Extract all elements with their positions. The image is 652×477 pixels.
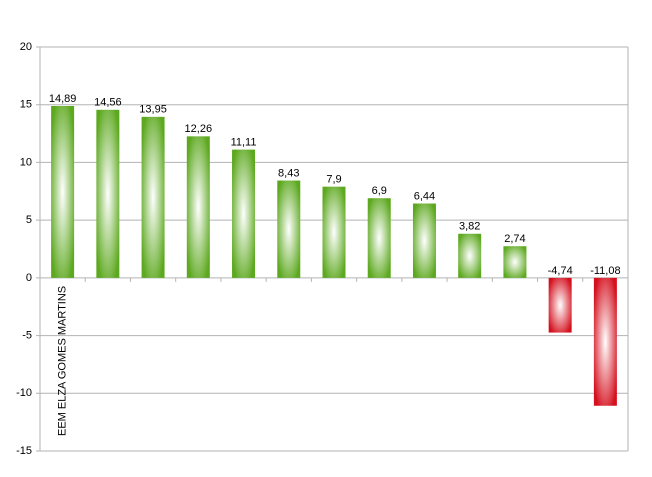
bar [277, 180, 301, 278]
bar [367, 198, 391, 278]
y-tick-label: -10 [16, 387, 32, 399]
y-tick-label: 15 [20, 99, 32, 111]
y-tick-label: 0 [26, 272, 32, 284]
value-label: 7,9 [326, 174, 341, 186]
bar [141, 116, 165, 278]
bar [593, 277, 617, 406]
bar [503, 246, 527, 278]
value-label: 14,56 [94, 97, 122, 109]
y-tick-label: -5 [22, 329, 32, 341]
y-tick-label: -15 [16, 445, 32, 457]
bar [412, 203, 436, 278]
x-tick-label: EEM ELZA GOMES MARTINS [57, 286, 69, 436]
value-label: 3,82 [459, 221, 480, 233]
bar [458, 233, 482, 278]
value-label: 2,74 [504, 233, 525, 245]
y-tick-label: 5 [26, 214, 32, 226]
value-label: 12,26 [185, 123, 213, 135]
value-label: 14,89 [49, 93, 77, 105]
value-label: -11,08 [590, 265, 620, 277]
value-label: 13,95 [139, 104, 167, 116]
bar [548, 277, 572, 333]
y-tick-label: 10 [20, 156, 32, 168]
bar [96, 109, 120, 278]
value-label: 8,43 [278, 167, 299, 179]
value-label: 6,44 [414, 190, 435, 202]
bar [322, 186, 346, 278]
y-tick-label: 20 [20, 41, 32, 53]
value-label: -4,74 [548, 265, 573, 277]
bar [186, 136, 210, 278]
value-label: 11,11 [231, 137, 257, 149]
bar [51, 105, 75, 278]
bar [232, 149, 256, 278]
value-label: 6,9 [372, 185, 387, 197]
